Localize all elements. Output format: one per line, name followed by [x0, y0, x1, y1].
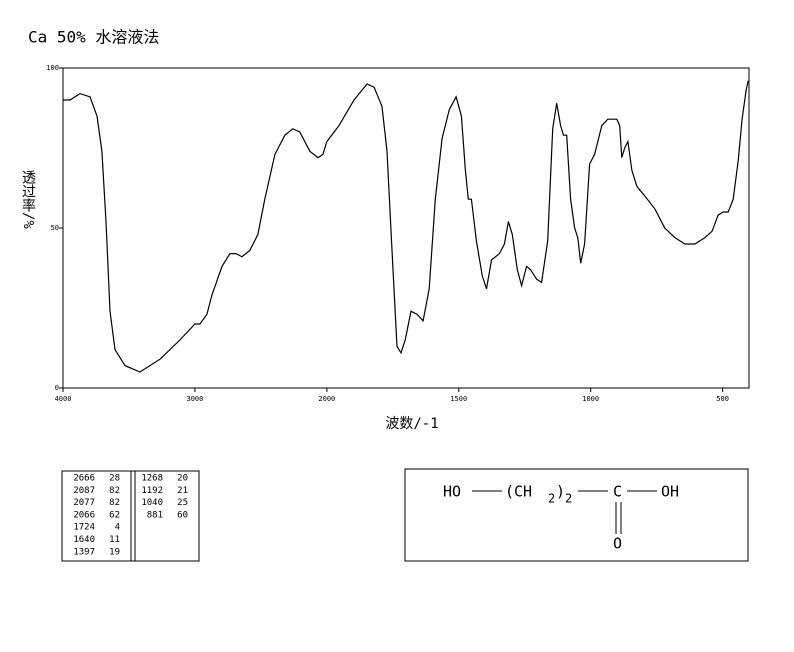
table-cell: 82	[109, 498, 120, 508]
table-cell: 82	[109, 486, 120, 496]
atom-label: (CH	[505, 483, 532, 501]
table-cell: 1397	[73, 547, 95, 557]
atom-label: C	[613, 483, 622, 501]
x-tick-label: 500	[716, 395, 729, 403]
structure: HO (CH 2 ) 2 C OH O	[404, 468, 749, 562]
structure-frame	[404, 468, 749, 562]
table-cell: 4	[115, 523, 120, 533]
table-cell: 1640	[73, 535, 95, 545]
y-axis-label: 透过率/%	[20, 170, 36, 229]
atom-label: HO	[443, 483, 461, 501]
table-cell: 62	[109, 510, 120, 520]
subscript: 2	[548, 492, 555, 506]
table-cell: 28	[109, 474, 120, 484]
subscript: 2	[565, 492, 572, 506]
y-tick-label: 50	[51, 224, 59, 232]
table-cell: 20	[177, 474, 188, 484]
table-cell: 25	[177, 498, 188, 508]
table-cell: 1724	[73, 523, 95, 533]
x-tick-label: 1000	[582, 395, 599, 403]
x-tick-label: 3000	[186, 395, 203, 403]
table-cell: 2066	[73, 510, 95, 520]
atom-label: OH	[661, 483, 679, 501]
table-cell: 2666	[73, 474, 95, 484]
y-tick-label: 100	[46, 64, 59, 72]
table-cell: 19	[109, 547, 120, 557]
x-tick-label: 4000	[55, 395, 72, 403]
atom-label: O	[613, 535, 622, 553]
table-cell: 881	[147, 510, 163, 520]
table-cell: 1040	[141, 498, 163, 508]
table-cell: 60	[177, 510, 188, 520]
table-cell: 1268	[141, 474, 163, 484]
spectrum-line	[63, 80, 749, 373]
table-cell: 2077	[73, 498, 95, 508]
table-cell: 21	[177, 486, 188, 496]
x-axis-label: 波数/-1	[385, 416, 438, 432]
table-cell: 11	[109, 535, 120, 545]
chart-title: Ca 50% 水溶液法	[28, 28, 159, 47]
x-tick-label: 2000	[318, 395, 335, 403]
x-tick-label: 1500	[450, 395, 467, 403]
plot-frame	[62, 67, 750, 389]
y-tick-label: 0	[55, 384, 59, 392]
table-cell: 2087	[73, 486, 95, 496]
table-cell: 1192	[141, 486, 163, 496]
atom-label: )	[556, 483, 565, 501]
peak-table: 2666 28 2087 82 2077 82 2066 62 1724 4 1640 11 1397 1…	[61, 470, 200, 562]
